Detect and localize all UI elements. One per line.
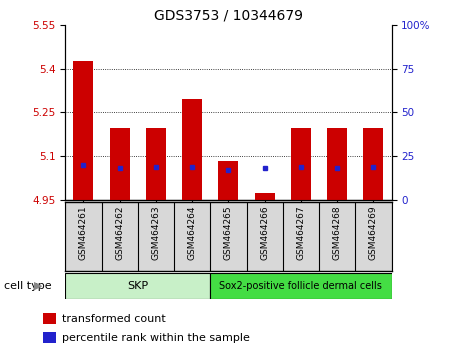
Text: GSM464269: GSM464269	[369, 205, 378, 260]
Text: SKP: SKP	[127, 281, 148, 291]
Bar	[327, 129, 347, 200]
Bar	[291, 129, 311, 200]
Text: transformed count: transformed count	[62, 314, 166, 324]
Text: cell type: cell type	[4, 281, 52, 291]
Bar	[110, 129, 130, 200]
Text: GSM464263: GSM464263	[151, 205, 160, 260]
Text: GSM464265: GSM464265	[224, 205, 233, 260]
Text: GSM464264: GSM464264	[188, 205, 197, 260]
Bar	[43, 313, 56, 324]
Bar	[218, 161, 239, 200]
Text: Sox2-positive follicle dermal cells: Sox2-positive follicle dermal cells	[220, 281, 382, 291]
Text: percentile rank within the sample: percentile rank within the sample	[62, 333, 250, 343]
Bar	[146, 129, 166, 200]
Bar	[364, 129, 383, 200]
Title: GDS3753 / 10344679: GDS3753 / 10344679	[154, 8, 303, 22]
Text: GSM464266: GSM464266	[260, 205, 269, 260]
Bar	[73, 61, 93, 200]
Text: GSM464262: GSM464262	[115, 205, 124, 260]
Text: GSM464261: GSM464261	[79, 205, 88, 260]
Bar	[255, 193, 274, 200]
Bar	[182, 99, 202, 200]
Text: GSM464268: GSM464268	[333, 205, 342, 260]
Text: ▶: ▶	[34, 281, 42, 291]
Bar	[210, 273, 392, 299]
Bar	[65, 273, 210, 299]
Bar	[43, 332, 56, 343]
Text: GSM464267: GSM464267	[297, 205, 306, 260]
